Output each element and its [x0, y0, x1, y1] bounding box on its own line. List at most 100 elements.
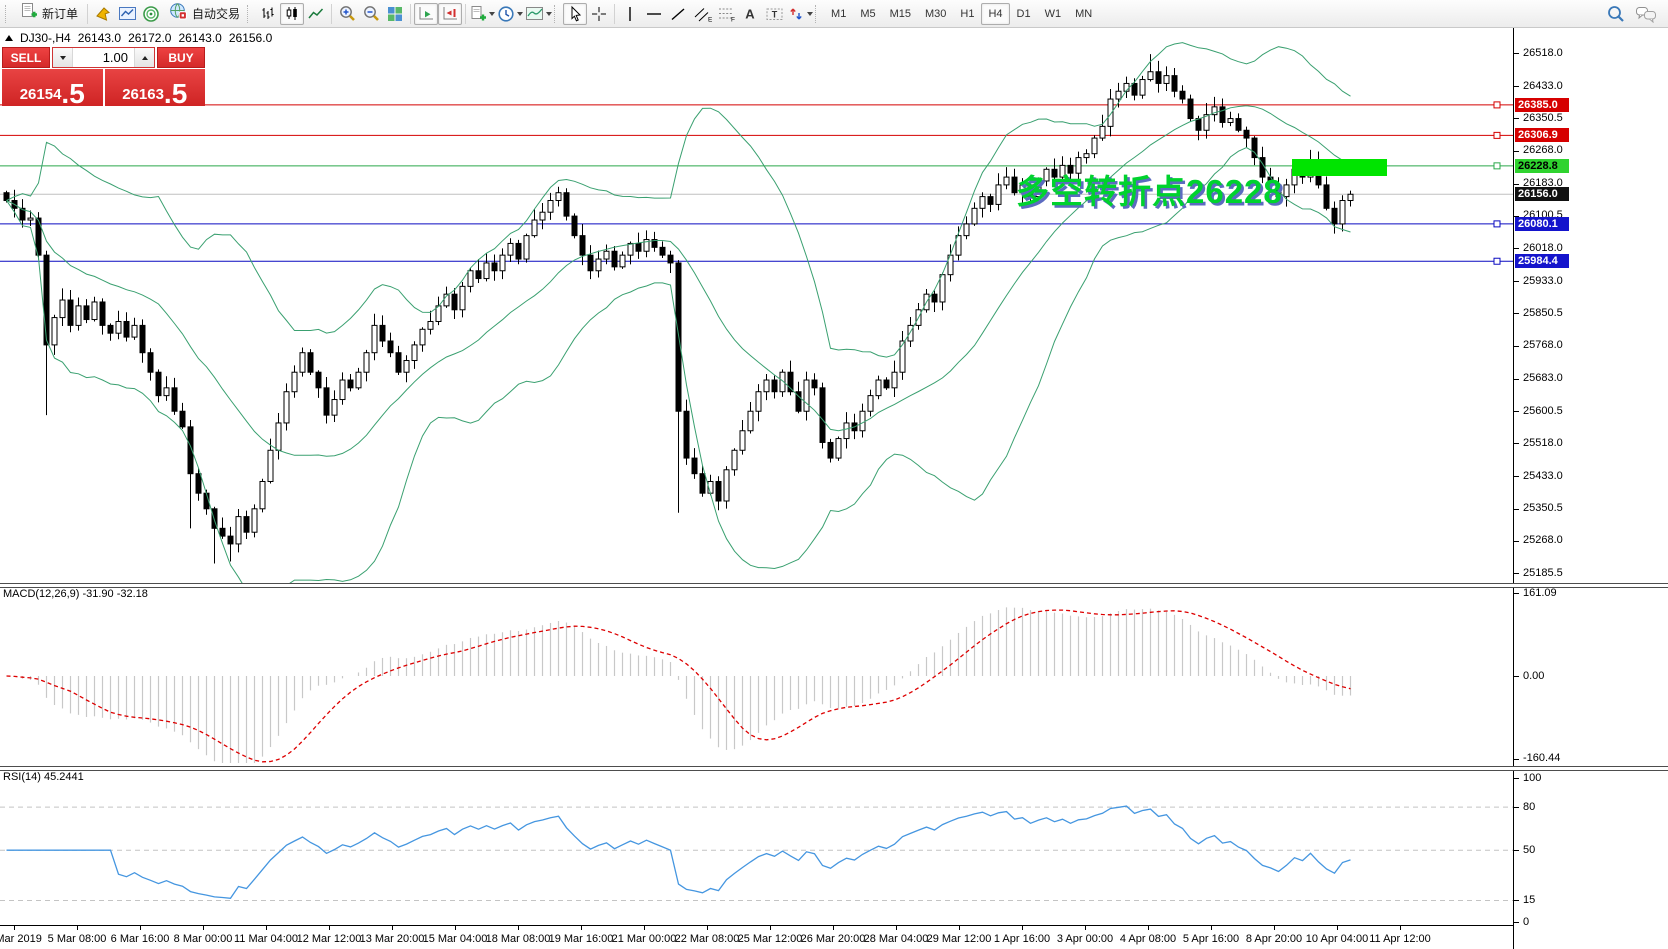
volume-decrease-button[interactable] [53, 48, 73, 67]
crosshair-button[interactable] [587, 3, 611, 25]
tf-button-H4[interactable]: H4 [981, 2, 1010, 25]
sell-price-button[interactable]: 26154 .5 [2, 69, 105, 106]
chat-button[interactable] [1634, 3, 1658, 25]
time-axis[interactable]: 4 Mar 2019 5 Mar 08:006 Mar 16:008 Mar 00… [0, 925, 1513, 949]
navigator-button[interactable] [139, 3, 163, 25]
level-line-handle[interactable] [1493, 257, 1501, 265]
zoom-out-button[interactable] [359, 3, 383, 25]
main-price-pane[interactable] [0, 28, 1513, 583]
level-line-handle[interactable] [1493, 131, 1501, 139]
open-value: 26143.0 [77, 31, 122, 45]
candle-bull [267, 449, 274, 482]
candle-bull [1091, 137, 1098, 155]
buy-price-button[interactable]: 26163 .5 [104, 69, 205, 106]
candle-bear [1027, 184, 1034, 198]
pane-splitter-2[interactable] [0, 766, 1668, 771]
fibonacci-button[interactable]: F [714, 3, 738, 25]
periods-button[interactable] [496, 3, 524, 25]
time-tick-label: 10 Apr 04:00 [1305, 933, 1369, 945]
candle-bull [1099, 125, 1106, 139]
time-tick-label: 28 Mar 04:00 [863, 933, 929, 945]
time-tick-mark [581, 926, 582, 930]
new-order-button[interactable]: 新订单 [14, 3, 84, 25]
candle-bull [1203, 114, 1210, 131]
candlestick-chart-button[interactable] [280, 2, 305, 25]
new-chart-button[interactable] [91, 3, 115, 25]
rsi-tick-mark [1514, 850, 1519, 852]
toolbar-grip [5, 4, 11, 23]
trendline-button[interactable] [666, 3, 690, 25]
candle-bull [115, 320, 122, 334]
candle-bear [683, 410, 690, 459]
tile-windows-button[interactable] [383, 3, 407, 25]
bar-chart-button[interactable] [256, 3, 280, 25]
line-chart-button[interactable] [304, 3, 328, 25]
candle-bull [235, 516, 242, 545]
time-tick-label: 1 Apr 16:00 [993, 933, 1051, 945]
time-tick-mark [203, 926, 204, 930]
text-label-button[interactable]: T [762, 3, 786, 25]
candle-bull [91, 301, 98, 321]
candle-bear [651, 239, 658, 248]
sell-button[interactable]: SELL [2, 47, 50, 68]
candle-bull [355, 371, 362, 389]
collapse-triangle-icon[interactable] [5, 35, 13, 41]
volume-increase-button[interactable] [134, 48, 154, 67]
tf-button-MN[interactable]: MN [1075, 7, 1093, 20]
vertical-line-button[interactable] [618, 3, 642, 25]
cursor-button[interactable] [563, 2, 588, 25]
candle-bear [827, 441, 834, 459]
volume-input[interactable] [73, 48, 134, 67]
candles-layer [3, 54, 1354, 564]
autotrading-button[interactable]: 自动交易 [163, 3, 246, 25]
buy-button[interactable]: BUY [157, 47, 205, 68]
candle-bull [555, 192, 562, 202]
candle-bull [499, 254, 506, 272]
equidistant-channel-button[interactable]: E [690, 3, 714, 25]
zoom-in-button[interactable] [335, 3, 359, 25]
tf-button-D1[interactable]: D1 [1016, 7, 1031, 20]
candle-bear [787, 371, 794, 393]
tf-button-H1[interactable]: H1 [960, 7, 975, 20]
one-click-trade-panel: SELL BUY 26154 .5 26163 .5 [2, 47, 205, 106]
candle-bear [1171, 75, 1178, 92]
price-tick-mark [1514, 540, 1519, 542]
tf-button-M15[interactable]: M15 [889, 7, 911, 20]
macd-pane[interactable] [0, 586, 1513, 766]
candle-bull [539, 211, 546, 221]
level-line-handle[interactable] [1493, 101, 1501, 109]
level-line-handle[interactable] [1493, 162, 1501, 170]
candle-bear [491, 262, 498, 272]
search-button[interactable] [1604, 3, 1628, 25]
candle-bull [763, 379, 770, 393]
tf-button-M1[interactable]: M1 [831, 7, 847, 20]
tf-button-M5[interactable]: M5 [860, 7, 876, 20]
candle-bear [587, 254, 594, 272]
candle-bull [907, 324, 914, 342]
price-tick-mark [1514, 345, 1519, 347]
text-button[interactable]: A [738, 3, 762, 25]
tf-button-M30[interactable]: M30 [925, 7, 947, 20]
arrows-button[interactable] [786, 3, 814, 25]
candle-bull [363, 352, 370, 373]
bollinger-lower-band [6, 147, 1351, 583]
horizontal-line-button[interactable] [642, 3, 666, 25]
tf-button-W1[interactable]: W1 [1044, 7, 1062, 20]
price-tick-label: 26018.0 [1523, 241, 1563, 254]
candle-bear [395, 352, 402, 373]
price-axis[interactable]: 26518.0 26433.0 26350.5 26268.0 26183.0 26100… [1513, 28, 1668, 949]
level-line-handle[interactable] [1493, 220, 1501, 228]
templates-button[interactable] [524, 3, 553, 25]
charts-window-button[interactable] [115, 3, 139, 25]
indicators-button[interactable] [469, 3, 496, 25]
chat-icon [1636, 6, 1656, 23]
candle-bull [1283, 184, 1290, 198]
pane-splitter-1[interactable] [0, 583, 1668, 588]
chart-shift-button[interactable] [438, 2, 463, 25]
rsi-pane[interactable] [0, 769, 1513, 925]
auto-scroll-button[interactable] [414, 2, 439, 25]
autotrading-label: 自动交易 [192, 7, 241, 21]
periods-caret-icon [517, 11, 524, 16]
candle-bull [1147, 71, 1154, 81]
new-order-icon [20, 2, 38, 25]
